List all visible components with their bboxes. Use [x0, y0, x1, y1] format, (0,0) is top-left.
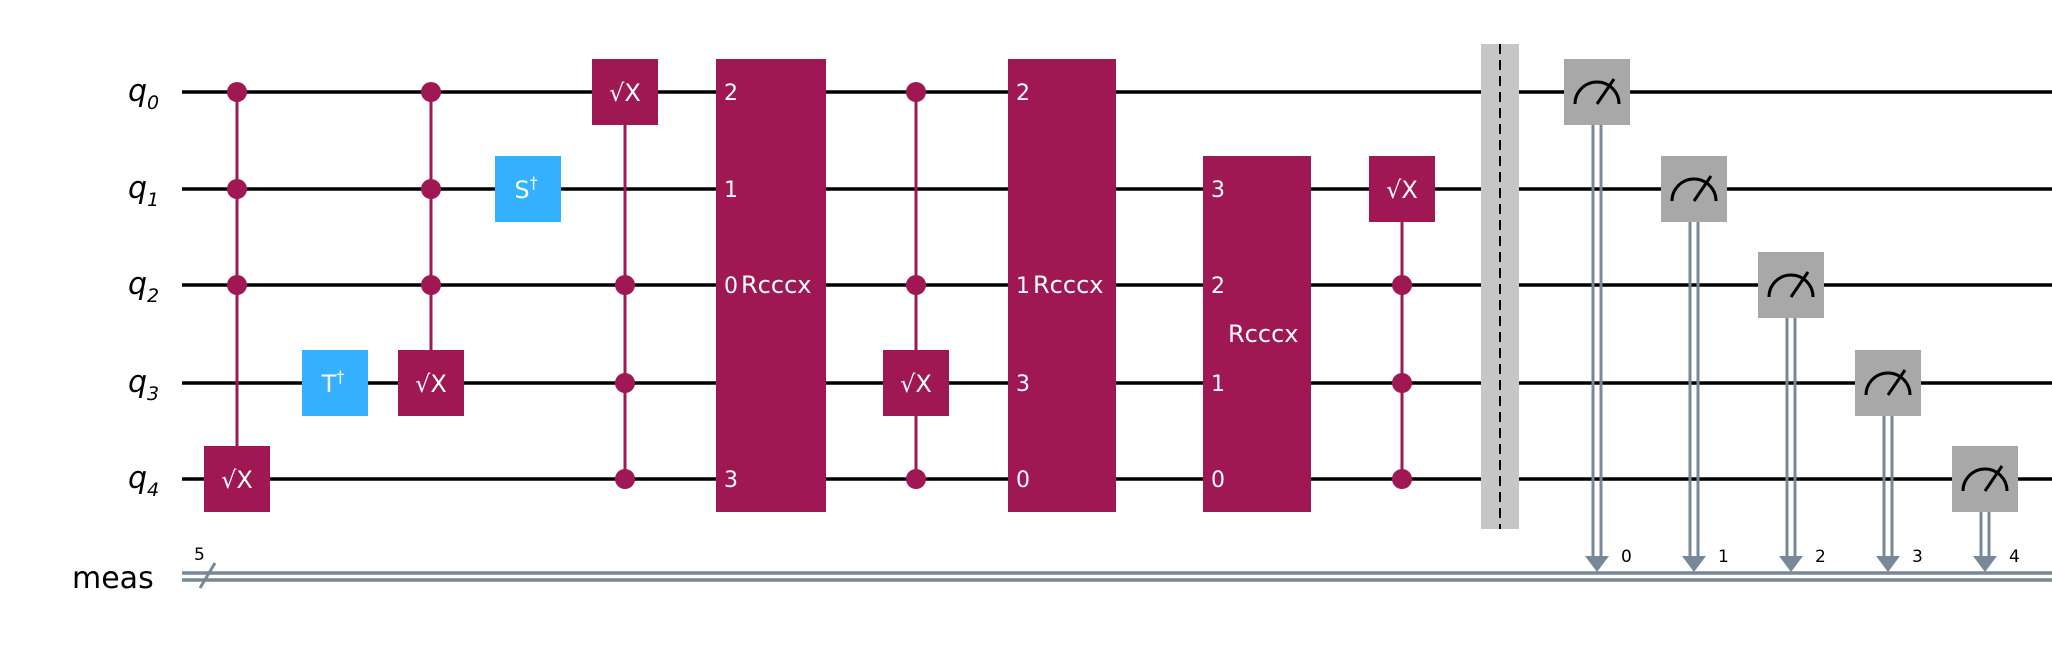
sx-gate-label: √X [415, 370, 447, 398]
control-dot-icon [421, 179, 441, 199]
control-dot-icon [906, 469, 926, 489]
controlled-sx-gate-1: √X [204, 82, 270, 512]
control-dot-icon [615, 469, 635, 489]
classical-register-size: 5 [194, 545, 205, 565]
rcccx-pin: 0 [1016, 468, 1030, 493]
measurement-q3: 3 [1855, 350, 1923, 572]
rcccx-label: Rcccx [1228, 320, 1298, 348]
qubit-label-q3: q3 [128, 365, 159, 405]
control-dot-icon [227, 275, 247, 295]
meter-icon [1573, 80, 1621, 105]
sx-gate-label: √X [1386, 176, 1418, 204]
rcccx-pin: 0 [724, 274, 738, 299]
sx-gate-box [592, 59, 658, 125]
control-dot-icon [906, 275, 926, 295]
controlled-sx-gate-3: √X [592, 59, 658, 489]
measure-bit-label: 4 [2009, 547, 2020, 567]
control-dot-icon [421, 82, 441, 102]
qubit-label-q1: q1 [128, 171, 159, 211]
classical-register-label: meas [72, 561, 154, 596]
meter-box [1661, 156, 1727, 222]
sx-gate-box [883, 350, 949, 416]
rcccx-pin: 2 [724, 81, 738, 106]
meter-box [1564, 59, 1630, 125]
wires [182, 90, 2052, 589]
rcccx-gate-3: 3 2 1 0 Rcccx [1203, 156, 1311, 512]
controlled-sx-gate-5: √X [1369, 156, 1435, 489]
t-dagger-label: T† [321, 367, 345, 398]
s-dagger-label: S† [514, 173, 537, 204]
control-dot-icon [421, 275, 441, 295]
rcccx-box [716, 59, 826, 512]
meter-box [1855, 350, 1921, 416]
measure-arrow-icon [1876, 556, 1900, 572]
meter-needle [1983, 465, 2004, 492]
rcccx-box [1008, 59, 1116, 512]
t-dagger-box [302, 350, 368, 416]
controlled-sx-gate-2: √X [398, 82, 464, 416]
meter-icon [1767, 273, 1815, 298]
control-dot-icon [227, 82, 247, 102]
bundle-slash-icon [198, 562, 217, 589]
rcccx-pin: 3 [1016, 372, 1030, 397]
qubit-label-q2: q2 [128, 267, 159, 307]
rcccx-pin: 3 [724, 468, 738, 493]
meter-icon [1864, 371, 1912, 396]
sx-gate-label: √X [609, 79, 641, 107]
control-dot-icon [1392, 469, 1412, 489]
measure-arrow-icon [1973, 556, 1997, 572]
measure-arrow-icon [1682, 556, 1706, 572]
sx-gate-label: √X [900, 370, 932, 398]
rcccx-pin: 3 [1211, 178, 1225, 203]
measurement-q1: 1 [1661, 156, 1729, 572]
meter-needle [1789, 271, 1810, 298]
control-dot-icon [1392, 373, 1412, 393]
sx-gate-box [1369, 156, 1435, 222]
meter-box [1952, 446, 2018, 512]
control-dot-icon [615, 275, 635, 295]
sx-gate-label: √X [221, 466, 253, 494]
qubit-label-q0: q0 [128, 74, 159, 114]
rcccx-box [1203, 156, 1311, 512]
control-dot-icon [615, 373, 635, 393]
sx-gate-box [204, 446, 270, 512]
rcccx-label: Rcccx [741, 271, 811, 299]
rcccx-pin: 2 [1211, 274, 1225, 299]
rcccx-pin: 1 [1211, 372, 1225, 397]
meter-icon [1670, 177, 1718, 202]
register-labels: q0 q1 q2 q3 q4 meas 5 [72, 74, 205, 596]
rcccx-gate-1: 2 1 0 3 Rcccx [716, 59, 826, 512]
rcccx-pin: 1 [1016, 274, 1030, 299]
rcccx-gate-2: 2 1 3 0 Rcccx [1008, 59, 1116, 512]
s-dagger-gate: S† [495, 156, 561, 222]
meter-needle [1886, 369, 1907, 396]
measure-bit-label: 1 [1718, 547, 1729, 567]
meter-needle [1692, 175, 1713, 202]
s-dagger-box [495, 156, 561, 222]
meter-icon [1961, 467, 2009, 492]
t-dagger-gate: T† [302, 350, 368, 416]
measurement-q0: 0 [1564, 59, 1632, 572]
control-dot-icon [227, 179, 247, 199]
meter-box [1758, 252, 1824, 318]
measurement-q4: 4 [1952, 446, 2020, 572]
meter-needle [1595, 78, 1616, 105]
sx-gate-box [398, 350, 464, 416]
rcccx-pin: 1 [724, 178, 738, 203]
measure-arrow-icon [1585, 556, 1609, 572]
qubit-label-q4: q4 [128, 461, 159, 501]
measurement-q2: 2 [1758, 252, 1826, 572]
control-dot-icon [1392, 275, 1412, 295]
measure-arrow-icon [1779, 556, 1803, 572]
measure-bit-label: 3 [1912, 547, 1923, 567]
rcccx-label: Rcccx [1033, 271, 1103, 299]
measure-bit-label: 0 [1621, 547, 1632, 567]
control-dot-icon [906, 82, 926, 102]
measure-bit-label: 2 [1815, 547, 1826, 567]
barrier-icon [1481, 44, 1519, 529]
controlled-sx-gate-4: √X [883, 82, 949, 489]
rcccx-pin: 2 [1016, 81, 1030, 106]
rcccx-pin: 0 [1211, 468, 1225, 493]
